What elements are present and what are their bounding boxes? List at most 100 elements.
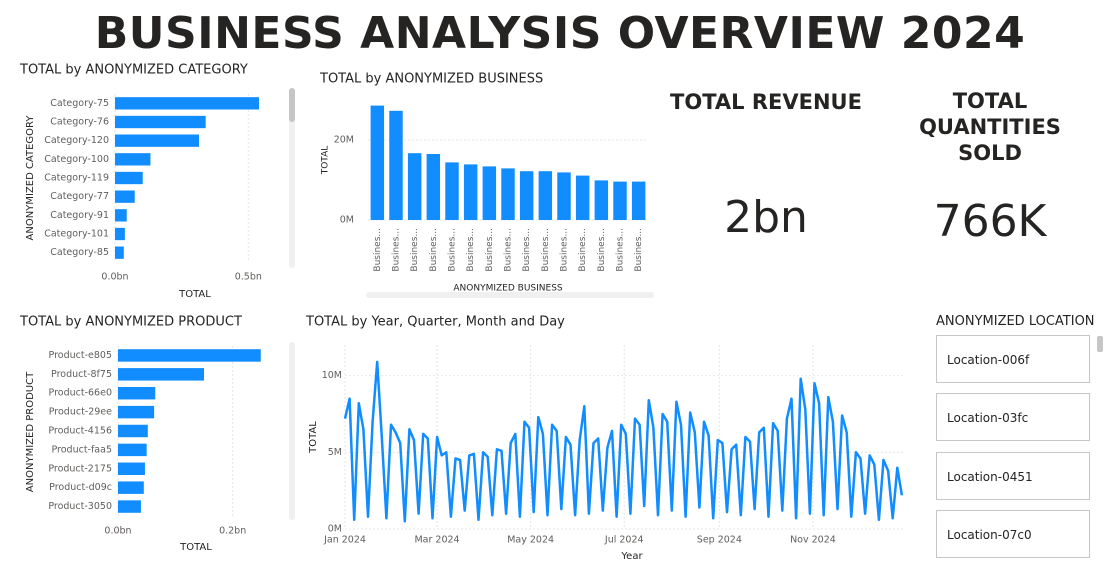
bar bbox=[115, 115, 206, 129]
y-tick-label: Product-29ee bbox=[49, 407, 112, 418]
scrollbar bbox=[289, 342, 295, 520]
kpi-label: TOTAL QUANTITIES SOLD bbox=[919, 89, 1061, 165]
y-tick-label: Category-85 bbox=[50, 247, 109, 258]
x-tick-label: Busines... bbox=[504, 228, 514, 272]
bar bbox=[594, 180, 609, 220]
x-tick-label: Busines... bbox=[578, 228, 588, 272]
y-tick-label: 5M bbox=[328, 447, 342, 458]
y-tick-label: Product-d09c bbox=[49, 482, 112, 493]
x-tick-label: Jan 2024 bbox=[323, 535, 366, 546]
bar bbox=[115, 227, 125, 241]
x-tick-label: Busines... bbox=[410, 228, 420, 272]
bar bbox=[519, 171, 534, 220]
chart-title: TOTAL by ANONYMIZED CATEGORY bbox=[19, 63, 248, 78]
bar bbox=[118, 386, 156, 400]
x-tick-label: Busines... bbox=[392, 228, 402, 272]
slicer-item[interactable]: Location-03fc bbox=[936, 393, 1090, 441]
bar bbox=[407, 153, 422, 220]
kpi-value: 2bn bbox=[724, 192, 808, 243]
y-tick-label: Product-66e0 bbox=[49, 388, 112, 399]
bar bbox=[445, 162, 459, 220]
bar bbox=[115, 153, 151, 166]
x-tick-label: 0.5bn bbox=[235, 272, 262, 283]
bar bbox=[118, 443, 147, 457]
y-tick-label: Category-76 bbox=[50, 117, 109, 128]
x-tick-label: 0.0bn bbox=[101, 272, 128, 283]
scrollbar-thumb bbox=[1097, 336, 1103, 352]
scrollbar-thumb bbox=[289, 88, 295, 122]
y-tick-label: Category-119 bbox=[44, 173, 109, 184]
slicer-item[interactable]: Location-0451 bbox=[936, 452, 1090, 500]
line bbox=[343, 360, 904, 523]
x-tick-label: Jul 2024 bbox=[604, 535, 644, 546]
bar bbox=[118, 500, 141, 513]
y-axis-label: TOTAL bbox=[321, 146, 331, 176]
bar bbox=[613, 181, 627, 220]
x-tick-label: Busines... bbox=[597, 228, 607, 272]
y-tick-label: Product-3050 bbox=[48, 501, 112, 512]
slicer-item[interactable]: Location-006f bbox=[936, 335, 1090, 383]
y-tick-label: 0M bbox=[340, 215, 354, 226]
x-axis-label: TOTAL bbox=[179, 542, 212, 553]
bar bbox=[118, 481, 144, 494]
y-tick-label: Product-8f75 bbox=[51, 369, 112, 380]
y-axis-label: ANONYMIZED CATEGORY bbox=[25, 115, 36, 241]
bar bbox=[115, 190, 135, 203]
page-title: BUSINESS ANALYSIS OVERVIEW 2024 bbox=[94, 8, 1026, 59]
chart-title: TOTAL by ANONYMIZED PRODUCT bbox=[19, 315, 242, 330]
kpi-label: TOTAL REVENUE bbox=[670, 90, 862, 114]
x-axis-label: Year bbox=[620, 551, 643, 562]
bar bbox=[115, 246, 124, 259]
y-tick-label: Product-4156 bbox=[48, 426, 112, 437]
y-tick-label: Category-91 bbox=[50, 210, 109, 221]
x-tick-label: Busines... bbox=[485, 228, 495, 272]
bar bbox=[115, 97, 259, 110]
x-tick-label: Busines... bbox=[466, 228, 476, 272]
bar bbox=[426, 154, 441, 220]
x-tick-label: Busines... bbox=[541, 228, 551, 272]
bar bbox=[370, 105, 385, 220]
y-tick-label: 10M bbox=[322, 370, 342, 381]
y-tick-label: Category-101 bbox=[44, 229, 109, 240]
slicer-title: ANONYMIZED LOCATION bbox=[936, 314, 1095, 329]
y-tick-label: Category-77 bbox=[50, 191, 109, 202]
scrollbar bbox=[366, 292, 654, 298]
slicer-item[interactable]: Location-07c0 bbox=[936, 510, 1090, 558]
bar bbox=[118, 462, 145, 476]
bar bbox=[575, 175, 590, 220]
x-tick-label: Busines... bbox=[429, 228, 439, 272]
bar bbox=[118, 424, 148, 438]
bar bbox=[118, 349, 261, 362]
x-tick-label: Nov 2024 bbox=[790, 535, 836, 546]
x-axis-label: TOTAL bbox=[178, 289, 211, 300]
x-tick-label: May 2024 bbox=[507, 535, 554, 546]
x-tick-label: Mar 2024 bbox=[414, 535, 459, 546]
x-tick-label: Sep 2024 bbox=[697, 535, 742, 546]
y-tick-label: Category-75 bbox=[50, 98, 109, 109]
bar bbox=[118, 368, 204, 381]
bar bbox=[501, 168, 515, 220]
kpi-value: 766K bbox=[933, 196, 1047, 247]
bar bbox=[389, 110, 403, 220]
x-tick-label: Busines... bbox=[522, 228, 532, 272]
bar bbox=[557, 172, 571, 220]
chart-title: TOTAL by Year, Quarter, Month and Day bbox=[305, 315, 565, 330]
bar bbox=[115, 171, 143, 185]
y-tick-label: 0M bbox=[328, 524, 342, 535]
bar bbox=[463, 164, 478, 220]
scrollbar bbox=[289, 88, 295, 268]
x-tick-label: Busines... bbox=[448, 228, 458, 272]
bar bbox=[115, 209, 127, 222]
x-axis-label: ANONYMIZED BUSINESS bbox=[453, 284, 563, 294]
x-tick-label: 0.0bn bbox=[104, 526, 131, 537]
bar bbox=[538, 171, 553, 220]
y-tick-label: Product-e805 bbox=[49, 350, 112, 361]
y-axis-label: TOTAL bbox=[308, 421, 319, 454]
chart-title: TOTAL by ANONYMIZED BUSINESS bbox=[319, 72, 543, 87]
y-tick-label: Category-100 bbox=[44, 154, 109, 165]
y-tick-label: Category-120 bbox=[44, 135, 109, 146]
y-tick-label: Product-2175 bbox=[48, 463, 112, 474]
y-axis-label: ANONYMIZED PRODUCT bbox=[25, 371, 36, 492]
bar bbox=[118, 405, 155, 419]
